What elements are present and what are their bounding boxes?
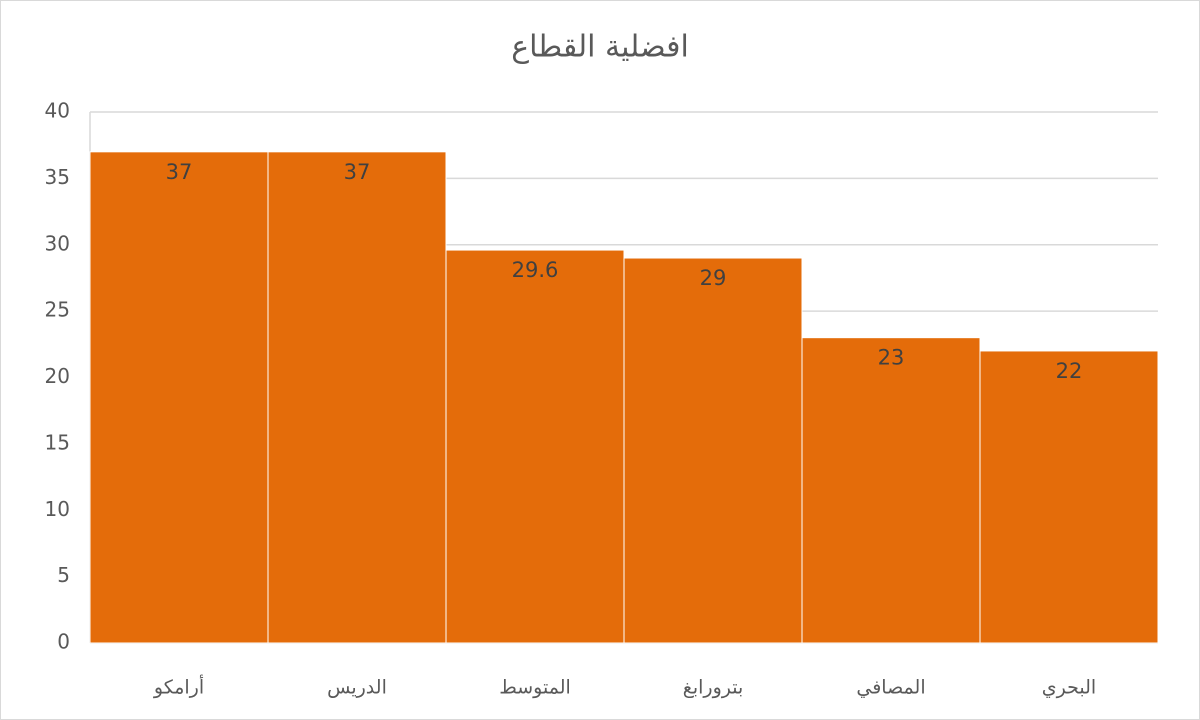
- data-label: 37: [344, 160, 371, 184]
- x-tick-label: البحري: [1042, 677, 1096, 699]
- data-label: 29: [700, 266, 727, 290]
- bar: [623, 257, 803, 644]
- y-tick-label: 25: [45, 298, 70, 322]
- x-tick-label: أرامكو: [153, 675, 204, 699]
- y-tick-label: 5: [57, 563, 70, 587]
- y-tick-label: 30: [45, 231, 70, 255]
- y-tick-label: 0: [57, 630, 70, 654]
- bar: [801, 337, 981, 644]
- data-label: 37: [166, 160, 193, 184]
- data-label: 22: [1056, 359, 1083, 383]
- y-tick-label: 20: [45, 364, 70, 388]
- x-tick-label: المتوسط: [499, 677, 571, 699]
- bar: [445, 249, 625, 644]
- bar: [979, 350, 1159, 644]
- chart-title: افضلية القطاع: [511, 30, 689, 65]
- x-tick-label: الدريس: [327, 677, 387, 699]
- y-tick-label: 15: [45, 430, 70, 454]
- bar: [89, 151, 269, 644]
- y-tick-label: 35: [45, 165, 70, 189]
- data-label: 29.6: [512, 258, 559, 282]
- bar: [267, 151, 447, 644]
- data-label: 23: [878, 346, 905, 370]
- y-tick-label: 10: [45, 497, 70, 521]
- x-tick-label: المصافي: [856, 677, 925, 699]
- y-tick-label: 40: [45, 99, 70, 123]
- x-tick-label: بترورابغ: [683, 677, 744, 699]
